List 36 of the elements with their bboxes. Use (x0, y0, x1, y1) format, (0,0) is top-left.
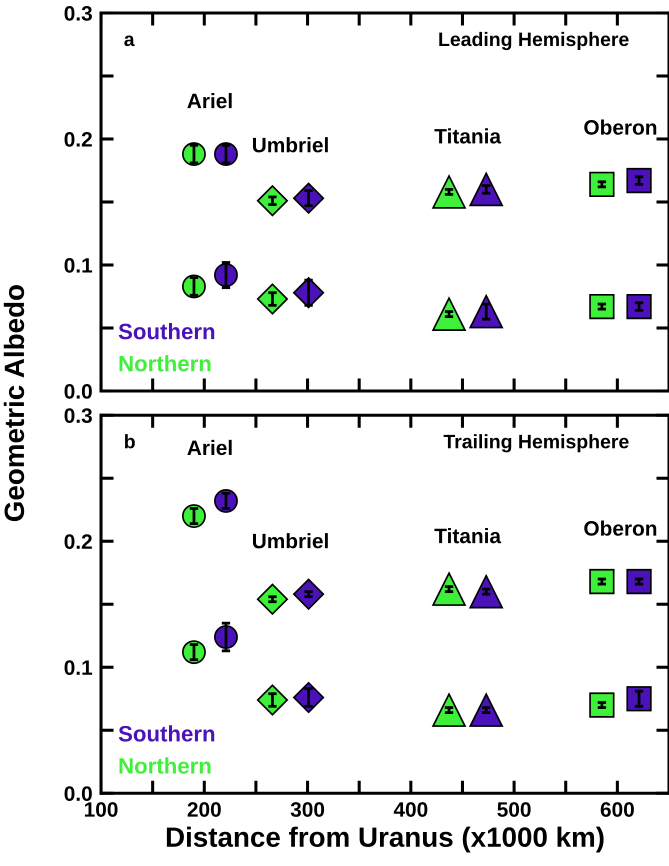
point (589, 294, 615, 320)
annotation: Oberon (584, 119, 656, 135)
annotation: Umbriel (252, 137, 328, 152)
annotation: Titania (434, 128, 502, 144)
text: Trailing Hemisphere (444, 434, 629, 452)
annotation: Umbriel (252, 533, 328, 548)
annotation: Ariel (187, 93, 232, 108)
point (589, 692, 615, 718)
y-tick-label: 0.2 (64, 534, 92, 550)
x-tick-label: 500 (497, 802, 531, 817)
y-tick-label: 0.3 (64, 408, 92, 424)
y-tick-label: 0.1 (64, 258, 92, 273)
x-tick-label: 100 (84, 802, 118, 817)
y-tick-label: 0.3 (64, 6, 92, 21)
annotation: b (125, 434, 135, 448)
annotation: Ariel (187, 440, 232, 456)
y-tick-label: 0.2 (64, 132, 92, 147)
y-tick-label: 0.0 (64, 384, 92, 399)
point (589, 172, 615, 197)
point (589, 568, 615, 594)
annotation: a (124, 36, 135, 46)
text: Southern (118, 725, 214, 742)
text: Northern (120, 355, 211, 372)
x-tick-label: 200 (188, 802, 221, 817)
y-tick-label: 0.1 (64, 660, 92, 676)
x-tick-label: 300 (290, 802, 324, 817)
y-axis-title: Geometric Albedo (4, 285, 24, 522)
annotation: Oberon (584, 520, 656, 536)
x-tick-label: 600 (600, 802, 634, 817)
annotation: Titania (434, 528, 502, 544)
x-axis-title: Distance from Uranus (x1000 km) (166, 826, 604, 852)
text: Leading Hemisphere (439, 32, 629, 50)
y-tick-label: 0.0 (64, 786, 92, 802)
series-label: Southern (118, 323, 214, 340)
text: Northern (120, 757, 211, 774)
x-tick-label: 400 (394, 802, 428, 817)
